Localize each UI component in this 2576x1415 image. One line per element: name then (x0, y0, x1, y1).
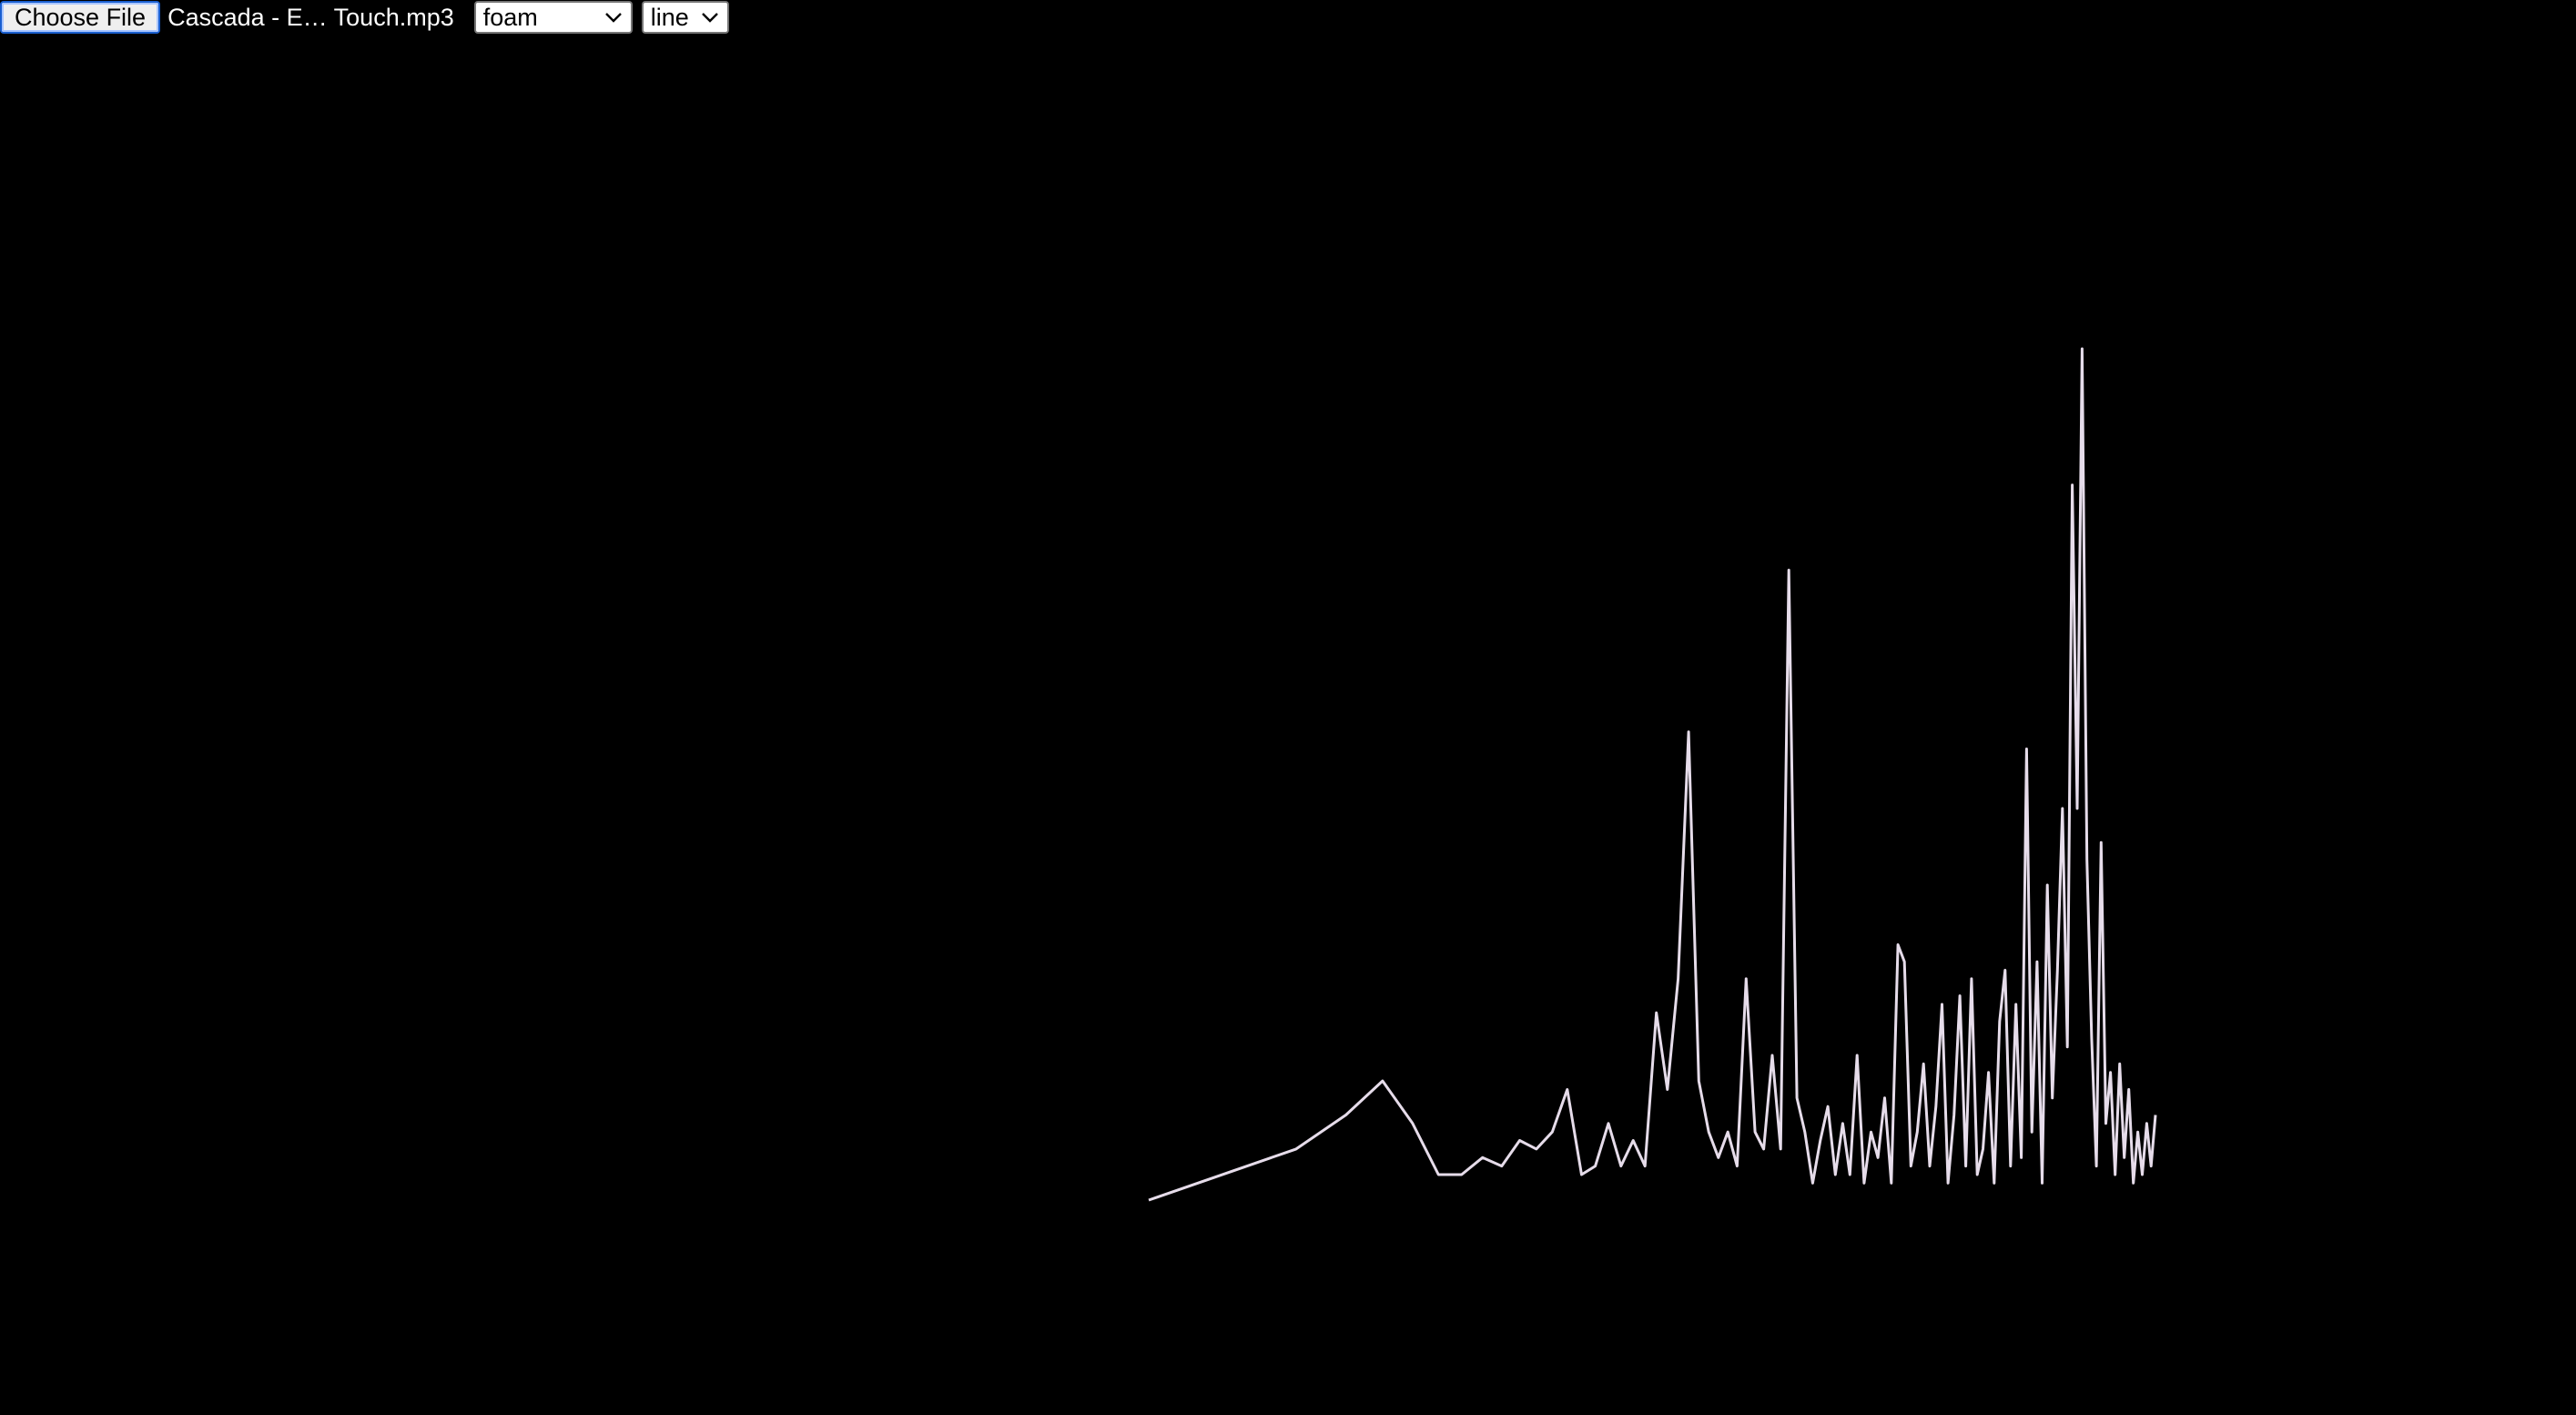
visualizer-mode-select[interactable]: foam (473, 1, 633, 34)
choose-file-button[interactable]: Choose File (0, 1, 161, 34)
mode-select-value: foam (482, 3, 538, 31)
selected-file-name: Cascada - E… Touch.mp3 (167, 3, 454, 31)
draw-style-select[interactable]: line (641, 1, 729, 34)
chevron-down-icon (700, 7, 720, 27)
spectrum-line (1148, 347, 2157, 1202)
style-select-value: line (650, 3, 689, 31)
chevron-down-icon (603, 7, 624, 27)
toolbar: Choose File Cascada - E… Touch.mp3 foam … (0, 0, 738, 35)
choose-file-label: Choose File (15, 3, 147, 31)
